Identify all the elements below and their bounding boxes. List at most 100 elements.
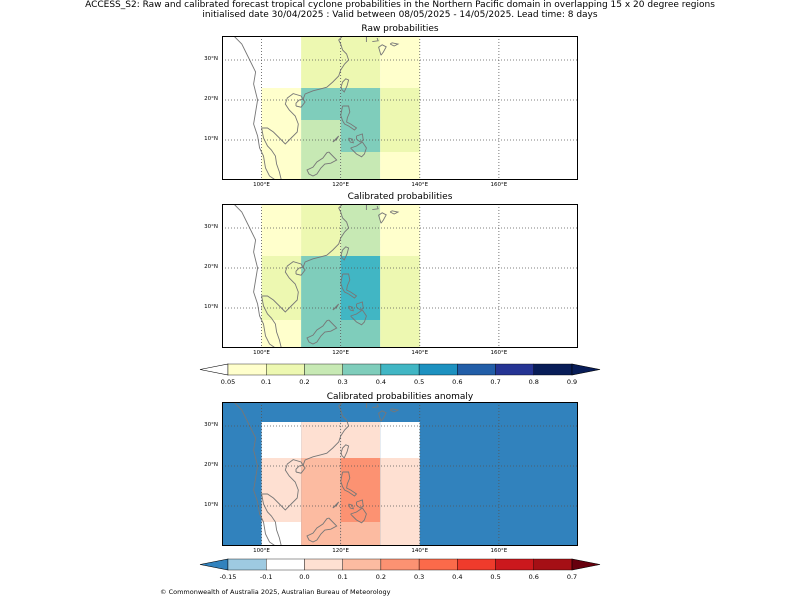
longitude-tick-label: 140°E (411, 548, 429, 554)
figure-title-line2: initialised date 30/04/2025 : Valid betw… (202, 10, 598, 20)
probability-cell (340, 224, 381, 256)
coastline (340, 444, 350, 459)
probability-cell (301, 56, 341, 88)
copyright-footer: © Commonwealth of Australia 2025, Austra… (160, 588, 391, 596)
coastline (365, 204, 369, 210)
colorbar-tick-label: 0.9 (567, 378, 577, 386)
latitude-tick-label: 30°N (204, 224, 218, 230)
anomaly-colorbar: -0.15 -0.1 0.0 0.1 0.2 0.3 0.4 0.5 0.6 0.7 (199, 558, 601, 581)
colorbar-tick-label: 0.0 (299, 573, 309, 581)
colorbar-segment (418, 363, 458, 376)
coastline (348, 503, 354, 510)
probability-cell (380, 152, 420, 180)
colorbar-segment (227, 363, 267, 376)
latitude-tick-label: 10°N (204, 502, 218, 508)
probability-cell (340, 522, 381, 546)
colorbar-segment (533, 558, 573, 571)
probability-cell (340, 88, 381, 120)
colorbar-tick-label: 0.7 (567, 573, 577, 581)
probability-cell (380, 56, 420, 88)
colorbar-tick-label: -0.1 (260, 573, 273, 581)
probability-cell (340, 204, 381, 224)
colorbar-tick-label: 0.8 (529, 378, 539, 386)
probability-cell (340, 56, 381, 88)
probability-cell (301, 458, 341, 522)
coastline (233, 204, 276, 348)
probability-cell (301, 320, 341, 348)
colorbar-under-triangle (199, 363, 229, 376)
colorbar-tick-label: 0.1 (261, 378, 271, 386)
coastline (350, 309, 367, 326)
coastline (295, 98, 306, 108)
probability-cell (261, 422, 302, 458)
coastline (350, 141, 367, 158)
probability-cell (380, 320, 420, 348)
coastline (261, 204, 350, 348)
panel-title-calibrated: Calibrated probabilities (347, 192, 453, 202)
coastline (372, 205, 379, 211)
coastline (378, 212, 387, 224)
probability-cell (261, 88, 302, 120)
coastline (306, 319, 338, 345)
colorbar-tick-label: 0.6 (452, 378, 462, 386)
longitude-tick-label: 160°E (490, 350, 508, 356)
probability-cell (301, 36, 341, 56)
coastline (295, 464, 306, 474)
probability-cell (380, 288, 420, 320)
probability-cell (340, 256, 381, 288)
coastline (332, 303, 340, 311)
colorbar-tick-label: 0.2 (376, 573, 386, 581)
colorbar-tick-label: 0.3 (337, 378, 347, 386)
colorbar-tick-label: 0.5 (414, 378, 424, 386)
calibrated-anomaly-map (222, 402, 578, 546)
coastline (233, 36, 276, 180)
colorbar-segment (418, 558, 458, 571)
coastline (356, 499, 364, 509)
coastline (365, 402, 369, 408)
coastline (340, 105, 358, 131)
coastline (332, 135, 340, 143)
raw-probabilities-map (222, 36, 578, 180)
probability-cell (301, 422, 341, 458)
probability-cell (261, 152, 302, 180)
probability-cell (380, 422, 420, 458)
colorbar-segment (380, 363, 420, 376)
latitude-tick-label: 10°N (204, 304, 218, 310)
colorbar-tick-label: 0.6 (529, 573, 539, 581)
colorbar-tick-label: 0.3 (414, 573, 424, 581)
probability-cell (301, 120, 341, 152)
latitude-tick-label: 20°N (204, 264, 218, 270)
coastline (306, 517, 338, 543)
colorbar-segment (533, 363, 573, 376)
coastline (389, 42, 400, 47)
colorbar-segment (380, 558, 420, 571)
colorbar-segment (342, 558, 382, 571)
colorbar-segment (457, 558, 496, 571)
coastline (261, 402, 350, 546)
probability-cell (301, 152, 341, 180)
colorbar-segment (304, 558, 343, 571)
latitude-tick-label: 30°N (204, 422, 218, 428)
longitude-tick-label: 120°E (332, 350, 350, 356)
colorbar-segment (304, 363, 343, 376)
colorbar-over-triangle (571, 558, 601, 571)
latitude-tick-label: 10°N (204, 136, 218, 142)
coastline (348, 305, 354, 312)
coastline (332, 501, 340, 509)
colorbar-tick-label: 0.5 (490, 573, 500, 581)
coastline (372, 403, 379, 409)
probability-cell (261, 120, 302, 152)
colorbar-tick-label: 0.1 (337, 573, 347, 581)
coastline (372, 37, 379, 43)
coastline (378, 44, 387, 56)
longitude-tick-label: 140°E (411, 350, 429, 356)
latitude-tick-label: 20°N (204, 96, 218, 102)
probability-cell (380, 204, 420, 224)
latitude-tick-label: 20°N (204, 462, 218, 468)
probability-cell (301, 204, 341, 224)
probability-cell (340, 36, 381, 56)
longitude-tick-label: 120°E (332, 548, 350, 554)
longitude-tick-label: 140°E (411, 182, 429, 188)
coastline (389, 210, 400, 215)
probability-cell (261, 204, 302, 224)
